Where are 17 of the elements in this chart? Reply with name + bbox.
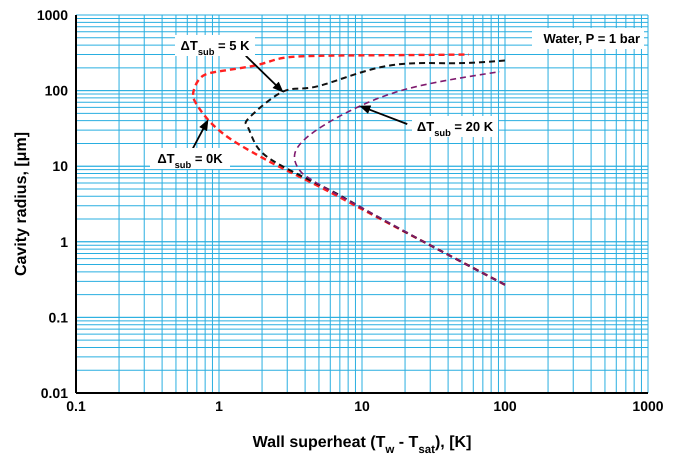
y-tick-label: 0.1	[48, 309, 68, 326]
x-tick-label: 100	[493, 398, 517, 414]
x-tick-label: 1	[215, 398, 224, 414]
annotation: ΔT$_{sub}$ = 5 K	[180, 38, 250, 57]
y-tick-label: 1000	[36, 6, 68, 23]
x-tick-label: 10	[354, 398, 370, 414]
x-tick-label: 1000	[632, 398, 664, 414]
y-axis-title: Cavity radius, [μm]	[13, 132, 30, 276]
x-tick-label: 0.1	[66, 398, 86, 414]
y-tick-label: 0.01	[40, 384, 68, 401]
annotation: Water, P = 1 bar	[544, 31, 640, 46]
annotation: ΔT$_{sub}$ = 0K	[157, 151, 224, 170]
x-axis-title: Wall superheat (T$_{w}$ - T$_{sat}$), [K]	[252, 434, 472, 456]
annotation: ΔT$_{sub}$ = 20 K	[416, 119, 494, 138]
y-tick-label: 10	[52, 158, 68, 174]
y-tick-label: 100	[44, 82, 68, 99]
y-tick-label: 1	[60, 234, 68, 250]
